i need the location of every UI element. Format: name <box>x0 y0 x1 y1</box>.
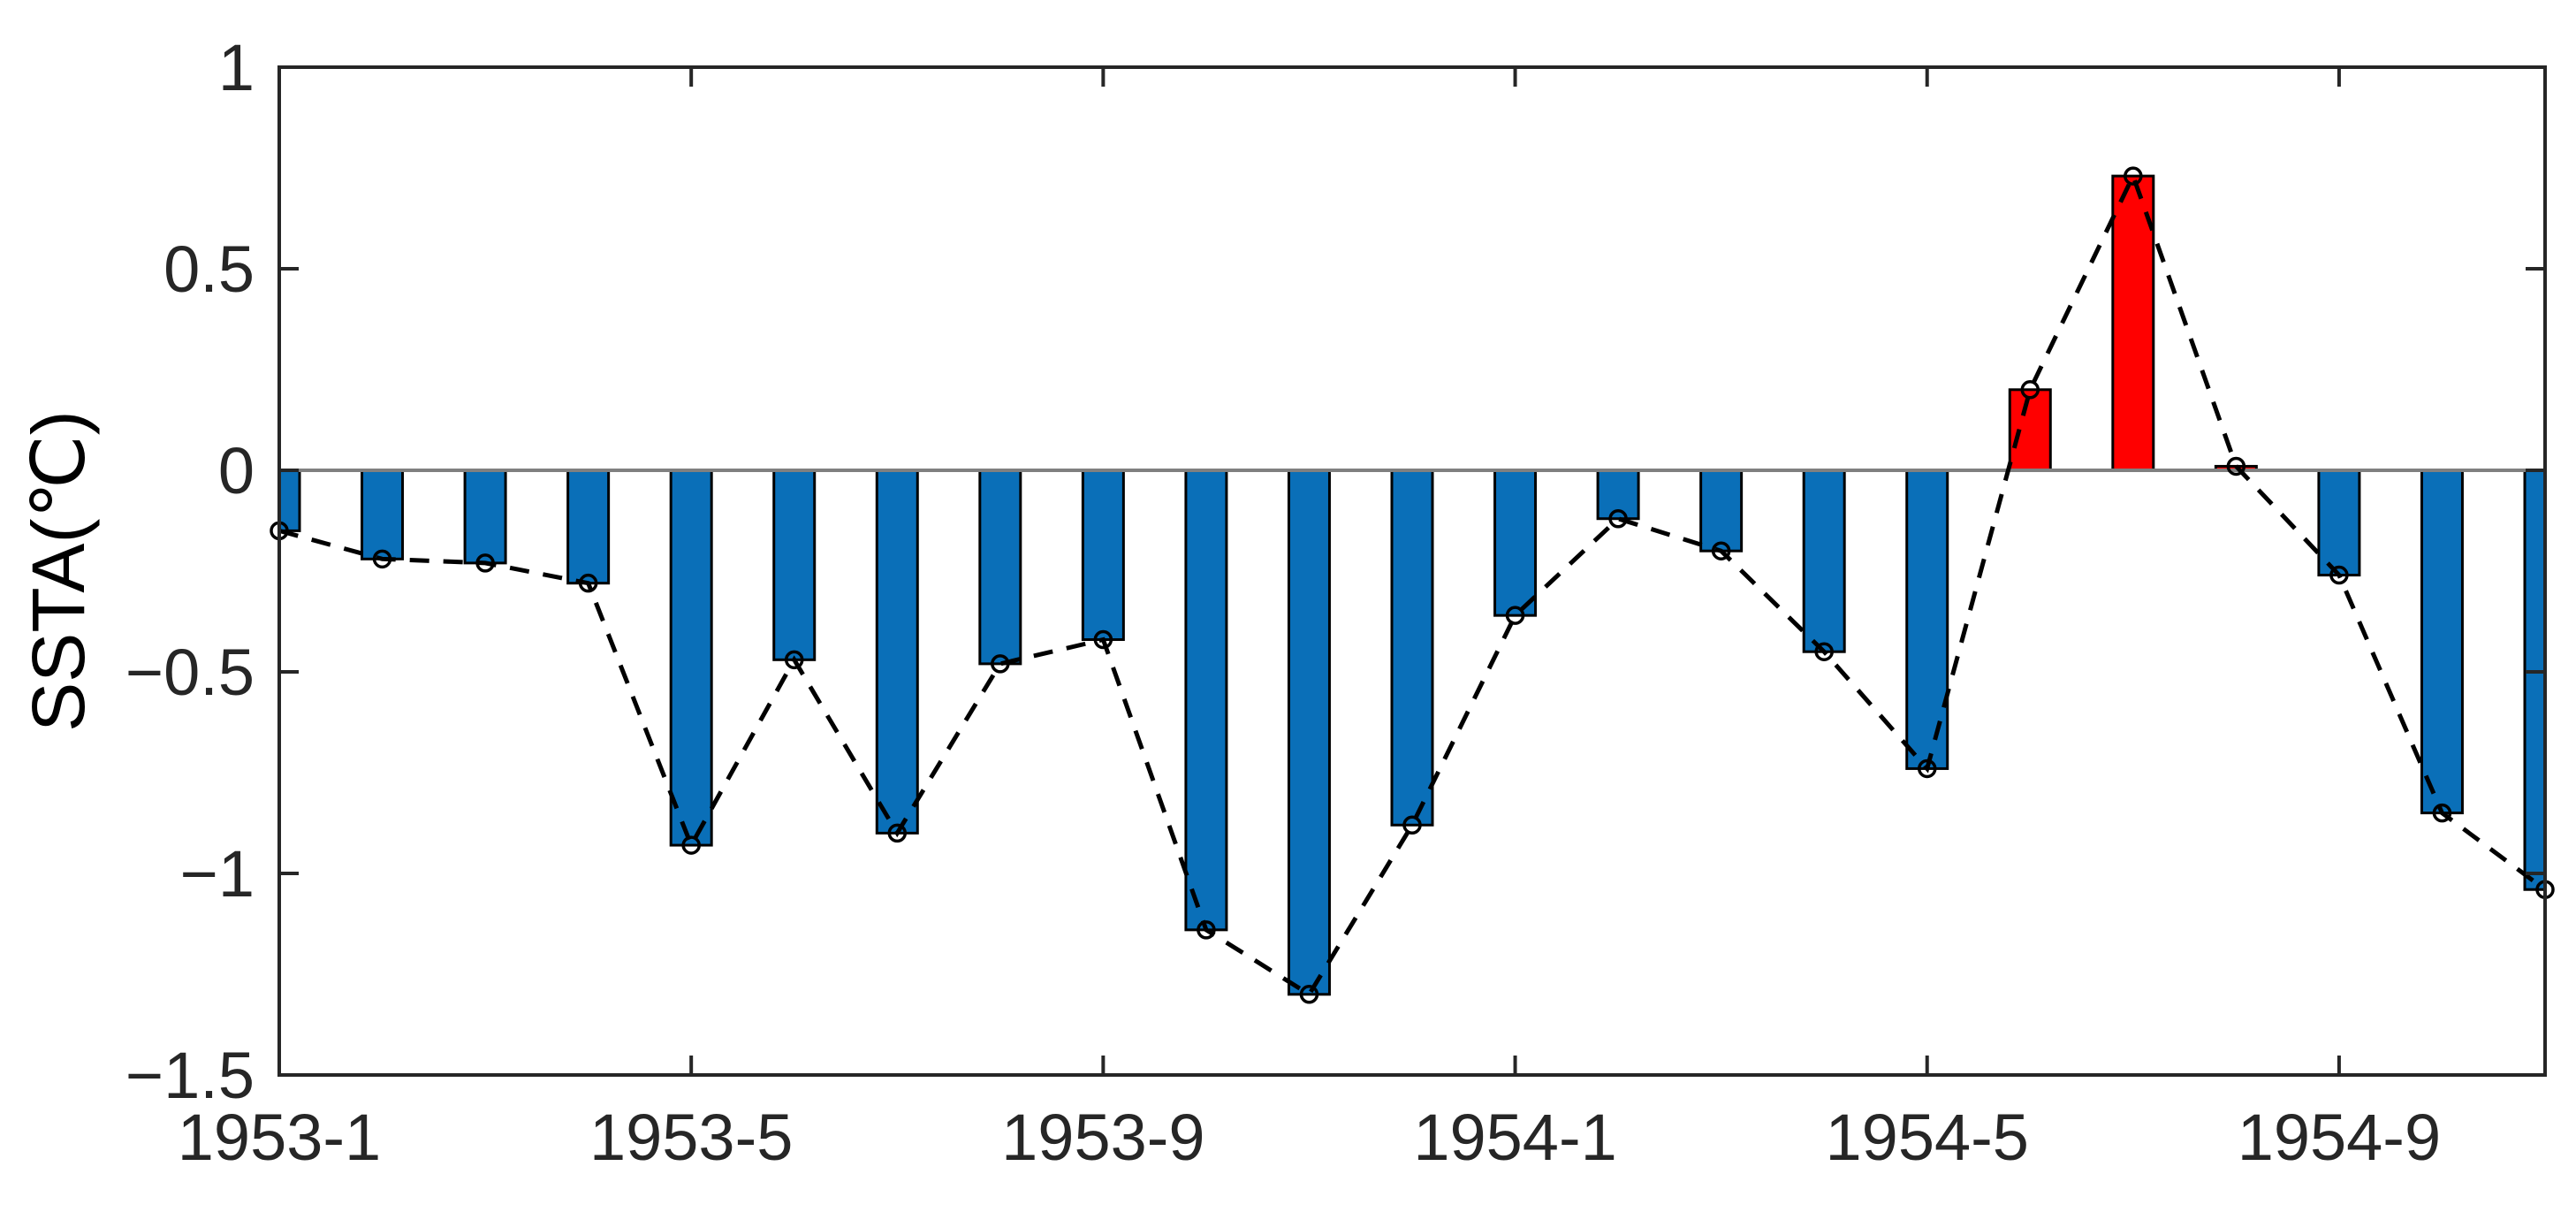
bar-23 <box>2523 469 2545 891</box>
marker-12 <box>1402 815 1422 835</box>
marker-18 <box>2020 380 2040 400</box>
bar-21 <box>2317 469 2361 577</box>
y-tick-label: 0.5 <box>163 232 255 306</box>
bar-3 <box>463 469 507 565</box>
marker-22 <box>2432 803 2452 823</box>
bar-5 <box>669 469 713 847</box>
x-axis-ticks: 1953-1 1953-5 1953-9 1954-1 1954-5 1954-9 <box>178 67 2441 1174</box>
marker-20 <box>2226 456 2246 476</box>
marker-17 <box>1917 758 1937 779</box>
bar-19 <box>2111 174 2155 472</box>
bar-6 <box>772 469 817 661</box>
bar-12 <box>1390 469 1434 827</box>
marker-9 <box>1093 629 1113 650</box>
bars-group <box>279 174 2545 996</box>
marker-16 <box>1814 642 1834 661</box>
y-tick-label: 0 <box>218 434 255 507</box>
marker-21 <box>2329 565 2349 585</box>
bar-8 <box>978 469 1022 666</box>
marker-6 <box>784 650 804 670</box>
markers-group <box>270 166 2555 1004</box>
marker-5 <box>681 835 701 855</box>
x-tick-label: 1953-1 <box>178 1101 381 1174</box>
bar-1 <box>279 469 301 532</box>
marker-7 <box>887 823 908 843</box>
x-tick-label: 1954-1 <box>1413 1101 1616 1174</box>
marker-8 <box>991 654 1010 674</box>
x-tick-label: 1953-9 <box>1001 1101 1204 1174</box>
bar-2 <box>361 469 405 560</box>
marker-4 <box>578 573 598 593</box>
marker-19 <box>2124 166 2143 186</box>
marker-11 <box>1299 985 1319 1004</box>
y-tick-label: −1 <box>180 837 255 911</box>
bar-18 <box>2008 388 2052 472</box>
marker-14 <box>1608 508 1628 529</box>
bar-16 <box>1802 469 1846 653</box>
x-tick-label: 1954-5 <box>1826 1101 2029 1174</box>
y-tick-label: 1 <box>218 31 255 104</box>
bar-7 <box>875 469 919 835</box>
x-tick-label: 1954-9 <box>2238 1101 2441 1174</box>
marker-3 <box>475 553 495 573</box>
marker-10 <box>1197 920 1216 940</box>
axes-frame <box>277 65 2547 1077</box>
bar-13 <box>1493 469 1538 617</box>
bar-15 <box>1699 469 1744 553</box>
bar-4 <box>566 469 611 585</box>
bar-9 <box>1081 469 1125 642</box>
y-tick-label: −1.5 <box>125 1039 255 1112</box>
y-axis-ticks: −1.5 −1 −0.5 0 0.5 1 <box>125 31 2545 1112</box>
y-axis-label: SSTA(℃) <box>17 410 100 731</box>
y-tick-label: −0.5 <box>125 636 255 709</box>
marker-15 <box>1711 541 1731 560</box>
bar-11 <box>1287 469 1331 996</box>
bar-10 <box>1184 469 1228 932</box>
marker-2 <box>372 549 392 569</box>
x-tick-label: 1953-5 <box>589 1101 793 1174</box>
marker-13 <box>1505 606 1525 625</box>
bar-22 <box>2420 469 2464 815</box>
